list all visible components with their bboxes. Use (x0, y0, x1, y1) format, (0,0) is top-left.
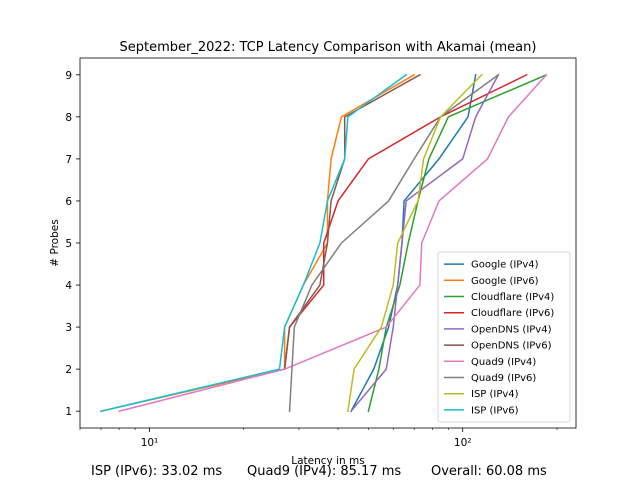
y-tick-label: 2 (65, 364, 72, 376)
axis-ticks: 10¹ 10² 1 2 3 4 5 6 7 8 9 (65, 70, 558, 449)
x-axis-label: Latency in ms (291, 455, 364, 467)
chart-title: September_2022: TCP Latency Comparison w… (120, 40, 537, 55)
y-tick-label: 3 (65, 322, 72, 334)
series-layer (100, 73, 548, 413)
series-line-isp-ipv4 (347, 73, 483, 413)
legend-label-quad9-ipv4: Quad9 (IPv4) (471, 357, 536, 368)
legend-label-opendns-ipv4: OpenDNS (IPv4) (471, 324, 552, 335)
y-tick-label: 5 (65, 238, 72, 250)
quad9-ipv4-summary: Quad9 (IPv4): 85.17 ms (247, 464, 402, 479)
y-tick-label: 4 (65, 280, 72, 292)
x-tick-label: 10¹ (141, 437, 159, 449)
series-line-opendns-ipv6 (283, 73, 421, 370)
legend-label-google-ipv6: Google (IPv6) (471, 276, 539, 287)
y-tick-label: 6 (65, 196, 72, 208)
legend-label-quad9-ipv6: Quad9 (IPv6) (471, 373, 536, 384)
summary-footer: ISP (IPv6): 33.02 ms Quad9 (IPv4): 85.17… (0, 464, 640, 482)
legend-label-google-ipv4: Google (IPv4) (471, 260, 539, 271)
legend: Google (IPv4) Google (IPv6) Cloudflare (IP… (437, 251, 571, 423)
series-line-quad9-ipv4 (118, 73, 548, 413)
x-tick-label: 10² (454, 437, 472, 449)
series-line-quad9-ipv6 (288, 73, 500, 412)
legend-label-cloudflare-ipv4: Cloudflare (IPv4) (471, 292, 554, 303)
legend-label-cloudflare-ipv6: Cloudflare (IPv6) (471, 308, 554, 319)
series-line-isp-ipv6 (100, 73, 408, 413)
y-tick-label: 1 (65, 406, 72, 418)
legend-box (437, 251, 571, 423)
isp-ipv6-summary: ISP (IPv6): 33.02 ms (91, 464, 223, 479)
y-tick-label: 9 (65, 70, 72, 82)
series-line-cloudflare-ipv4 (367, 73, 548, 413)
legend-label-isp-ipv6: ISP (IPv6) (471, 405, 519, 416)
y-axis-label: # Probes (49, 219, 61, 266)
legend-label-opendns-ipv6: OpenDNS (IPv6) (471, 341, 552, 352)
y-tick-label: 8 (65, 112, 72, 124)
series-line-opendns-ipv4 (349, 73, 500, 413)
overall-summary: Overall: 60.08 ms (431, 464, 547, 479)
y-tick-label: 7 (65, 154, 72, 166)
legend-label-isp-ipv4: ISP (IPv4) (471, 389, 519, 400)
